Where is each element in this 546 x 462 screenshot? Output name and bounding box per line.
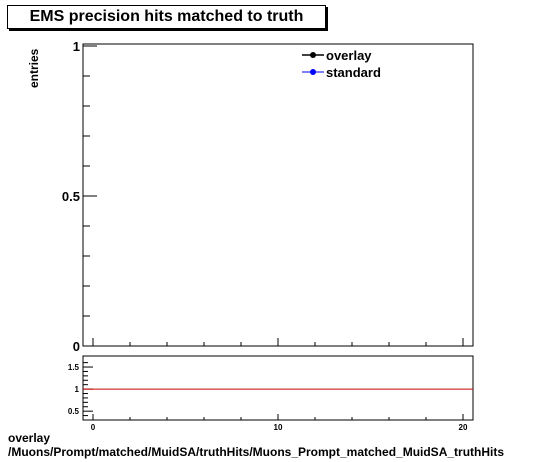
legend-label-standard: standard bbox=[326, 65, 381, 80]
ratio-x-axis: 0 10 20 bbox=[91, 414, 468, 432]
ratio-y-tick-label: 0.5 bbox=[68, 407, 80, 416]
footer-label: overlay bbox=[8, 431, 51, 445]
legend-entry-standard: standard bbox=[302, 65, 381, 80]
main-plot-frame bbox=[82, 43, 474, 347]
ratio-x-tick-label: 0 bbox=[91, 423, 96, 432]
legend-label-overlay: overlay bbox=[326, 48, 372, 63]
chart-title: EMS precision hits matched to truth bbox=[7, 5, 326, 29]
legend-entry-overlay: overlay bbox=[302, 48, 372, 63]
main-y-axis: 00.51 bbox=[62, 39, 97, 354]
y-axis-label: entries bbox=[27, 48, 41, 88]
ratio-x-tick-label: 10 bbox=[274, 423, 283, 432]
ratio-y-tick-label: 1 bbox=[75, 385, 80, 394]
main-x-axis bbox=[92, 338, 464, 346]
footer-path: /Muons/Prompt/matched/MuidSA/truthHits/M… bbox=[8, 445, 505, 459]
ratio-y-tick-label: 1.5 bbox=[68, 363, 80, 372]
main-y-tick-label: 1 bbox=[73, 39, 80, 54]
main-y-tick-label: 0 bbox=[73, 339, 80, 354]
legend: overlay standard bbox=[302, 48, 381, 80]
ratio-plot-frame bbox=[82, 355, 474, 421]
main-y-tick-label: 0.5 bbox=[62, 189, 80, 204]
ratio-x-tick-label: 20 bbox=[459, 423, 468, 432]
